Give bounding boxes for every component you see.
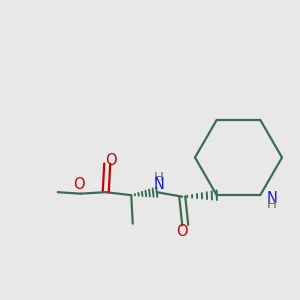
Text: O: O xyxy=(105,153,117,168)
Text: N: N xyxy=(266,191,277,206)
Text: N: N xyxy=(154,177,165,192)
Text: O: O xyxy=(176,224,188,239)
Text: H: H xyxy=(154,171,164,184)
Text: H: H xyxy=(267,198,277,211)
Text: O: O xyxy=(73,177,85,192)
